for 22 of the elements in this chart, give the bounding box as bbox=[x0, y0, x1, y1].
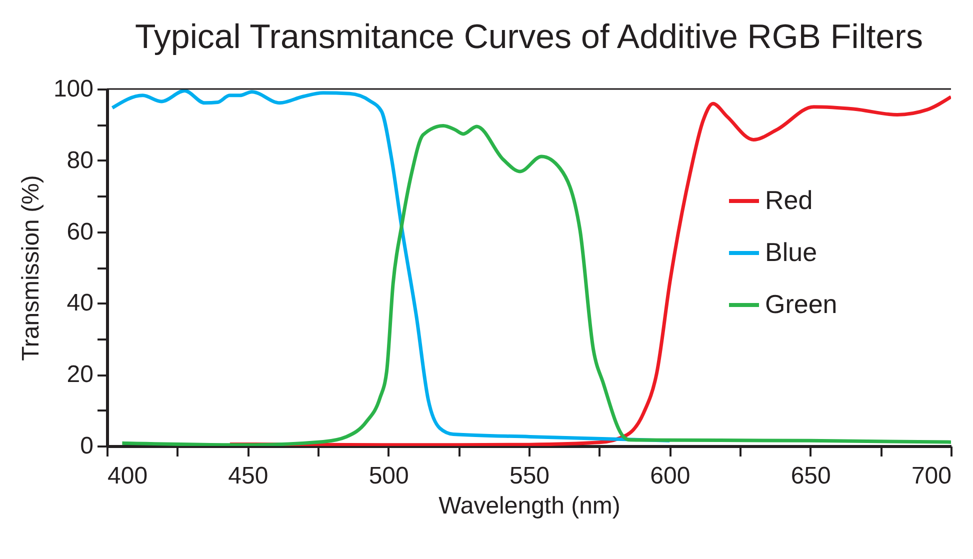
y-tick-label: 80 bbox=[66, 146, 94, 174]
y-tick-label: 60 bbox=[66, 218, 94, 246]
x-tick-label: 400 bbox=[108, 462, 148, 490]
x-tick-label: 650 bbox=[790, 462, 831, 490]
x-tick-label: 600 bbox=[650, 462, 690, 490]
x-tick-label: 550 bbox=[509, 462, 550, 490]
chart-title: Typical Transmitance Curves of Additive RGB Filters bbox=[135, 18, 923, 56]
y-tick-label: 0 bbox=[80, 432, 94, 460]
y-tick-label: 100 bbox=[53, 76, 94, 102]
x-tick-label: 450 bbox=[228, 462, 268, 490]
line-series bbox=[228, 95, 951, 446]
legend-label: Blue bbox=[765, 237, 818, 267]
y-axis-title: Transmission (%) bbox=[17, 175, 44, 361]
y-tick-label: 40 bbox=[66, 290, 94, 317]
x-tick-label: 700 bbox=[911, 462, 952, 490]
legend-label: Green bbox=[765, 289, 838, 319]
x-tick-label: 500 bbox=[368, 462, 409, 490]
legend-label: Red bbox=[765, 185, 813, 215]
x-axis-title: Wavelength (nm) bbox=[438, 492, 620, 520]
y-tick-label: 20 bbox=[66, 361, 94, 388]
line-series bbox=[110, 89, 672, 442]
line-series bbox=[120, 124, 951, 446]
